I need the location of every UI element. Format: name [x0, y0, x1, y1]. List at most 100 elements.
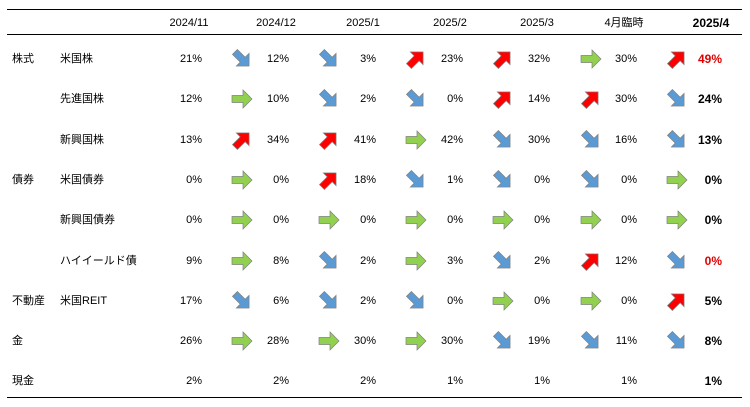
allocation-value: 2% [360, 93, 376, 106]
trend-down-arrow-icon [405, 290, 424, 309]
latest-allocation-value: 0% [704, 172, 722, 187]
trend-flat-arrow-icon [492, 290, 514, 311]
latest-allocation-value: 24% [697, 92, 722, 107]
allocation-value: 6% [273, 294, 289, 307]
trend-down-arrow-icon [318, 250, 337, 268]
trend-flat-arrow-icon [231, 331, 253, 351]
trend-up-arrow-icon [666, 51, 685, 70]
trend-up-arrow-icon [318, 172, 337, 190]
allocation-value: 32% [527, 53, 550, 65]
row-asset-name: 先進国株 [60, 93, 104, 106]
trend-down-arrow-icon [318, 290, 337, 309]
trend-flat-arrow-icon [580, 210, 602, 231]
allocation-value: 9% [186, 254, 202, 267]
latest-allocation-value: 0% [704, 213, 722, 228]
row-group-label: 株式 [12, 53, 34, 65]
column-header: 2024/11 [169, 17, 209, 29]
trend-flat-arrow-icon [318, 331, 340, 351]
trend-down-arrow-icon [405, 89, 424, 107]
allocation-value: 0% [186, 173, 202, 186]
allocation-value: 30% [527, 133, 550, 146]
latest-allocation-value: 0% [704, 253, 722, 268]
trend-down-arrow-icon [231, 48, 250, 67]
row-group-label: 現金 [12, 375, 34, 388]
trend-down-arrow-icon [666, 250, 685, 268]
allocation-value: 0% [447, 294, 463, 307]
allocation-value: 0% [273, 173, 289, 186]
trend-down-arrow-icon [580, 129, 599, 148]
allocation-value: 30% [440, 335, 463, 348]
trend-down-arrow-icon [492, 331, 511, 349]
column-header: 2025/2 [433, 17, 467, 29]
allocation-value: 2% [360, 375, 376, 388]
trend-up-arrow-icon [405, 51, 424, 70]
table-bottom-rule [7, 397, 742, 398]
trend-flat-arrow-icon [318, 210, 340, 231]
allocation-value: 1% [534, 375, 550, 388]
allocation-value: 30% [614, 93, 637, 106]
trend-down-arrow-icon [492, 250, 511, 268]
allocation-value: 1% [621, 375, 637, 388]
column-header: 2025/1 [346, 17, 380, 29]
trend-down-arrow-icon [492, 129, 511, 148]
allocation-value: 2% [360, 294, 376, 307]
trend-down-arrow-icon [492, 169, 511, 188]
allocation-value: 14% [527, 93, 550, 106]
column-header: 2025/4 [692, 16, 730, 30]
trend-down-arrow-icon [318, 48, 337, 67]
column-header: 2024/12 [256, 17, 296, 29]
trend-up-arrow-icon [580, 253, 599, 271]
trend-flat-arrow-icon [405, 331, 427, 351]
allocation-value: 17% [179, 294, 202, 307]
allocation-value: 2% [273, 375, 289, 388]
row-asset-name: 新興国株 [60, 133, 104, 146]
latest-allocation-value: 1% [704, 374, 722, 389]
allocation-value: 19% [527, 335, 550, 348]
row-group-label: 債券 [12, 173, 34, 186]
trend-down-arrow-icon [318, 89, 337, 107]
allocation-value: 30% [614, 53, 637, 65]
latest-allocation-value: 8% [704, 334, 722, 349]
trend-flat-arrow-icon [405, 250, 427, 271]
allocation-value: 30% [353, 335, 376, 348]
allocation-value: 0% [360, 214, 376, 227]
row-group-label: 不動産 [12, 294, 45, 307]
row-asset-name: 米国REIT [60, 294, 108, 307]
trend-flat-arrow-icon [231, 89, 253, 110]
allocation-value: 26% [179, 335, 202, 348]
allocation-value: 8% [273, 254, 289, 267]
allocation-value: 0% [621, 294, 637, 307]
trend-flat-arrow-icon [231, 210, 253, 231]
allocation-value: 34% [266, 133, 289, 146]
allocation-value: 1% [447, 173, 463, 186]
allocation-value: 18% [353, 173, 376, 186]
allocation-value: 0% [621, 173, 637, 186]
allocation-value: 12% [266, 53, 289, 65]
trend-flat-arrow-icon [580, 49, 602, 69]
trend-up-arrow-icon [492, 91, 511, 110]
latest-allocation-value: 13% [697, 132, 722, 147]
row-asset-name: 新興国債券 [60, 214, 115, 227]
allocation-value: 41% [353, 133, 376, 146]
allocation-value: 2% [534, 254, 550, 267]
trend-up-arrow-icon [580, 91, 599, 110]
allocation-value: 0% [447, 93, 463, 106]
allocation-value: 1% [447, 375, 463, 388]
trend-flat-arrow-icon [580, 290, 602, 311]
allocation-value: 10% [266, 93, 289, 106]
trend-up-arrow-icon [318, 132, 337, 150]
trend-down-arrow-icon [666, 331, 685, 349]
column-header: 2025/3 [520, 17, 554, 29]
allocation-value: 16% [614, 133, 637, 146]
row-asset-name: 米国株 [60, 53, 93, 65]
trend-up-arrow-icon [231, 132, 250, 150]
row-group-label: 金 [12, 335, 23, 348]
allocation-value: 0% [534, 214, 550, 227]
allocation-value: 21% [179, 53, 202, 65]
trend-flat-arrow-icon [231, 250, 253, 271]
allocation-value: 0% [186, 214, 202, 227]
trend-flat-arrow-icon [405, 129, 427, 150]
allocation-value: 0% [273, 214, 289, 227]
allocation-value: 13% [179, 133, 202, 146]
allocation-value: 0% [447, 214, 463, 227]
